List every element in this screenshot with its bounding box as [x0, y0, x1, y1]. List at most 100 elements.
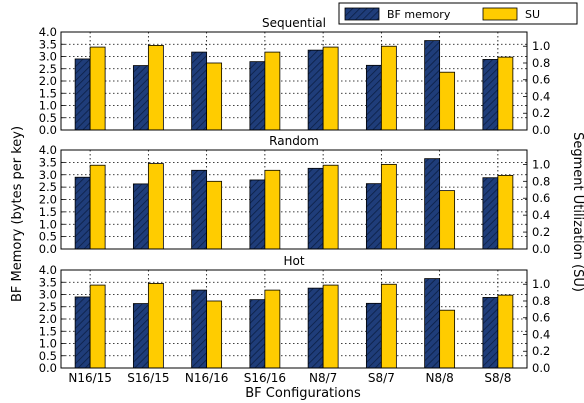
x-tick-labels: N16/15 S16/15 N16/16 S16/16 N8/7 S8/7 N8/8 S8/8 [68, 371, 511, 385]
bar-bf-memory [191, 169, 208, 250]
right-y-tick-label: 0.2 [532, 106, 550, 120]
left-y-tick-label: 1.0 [39, 217, 57, 231]
bar-su [147, 283, 164, 369]
bar-bf-memory [74, 58, 91, 131]
bar-su [206, 180, 223, 250]
bar-bf-memory [307, 287, 324, 369]
bar-bf-memory [365, 64, 382, 131]
bar-su [439, 309, 456, 369]
x-tick-label: S16/16 [244, 371, 286, 385]
bar-bf-memory [307, 167, 324, 250]
bar-su [264, 289, 281, 369]
left-y-axis-label: BF Memory (bytes per key) [10, 126, 25, 302]
bar-bf-memory [74, 176, 91, 250]
x-tick-label: S8/7 [368, 371, 395, 385]
bar-su [439, 190, 456, 250]
bar-su [380, 163, 397, 250]
right-y-tick-label: 0.8 [532, 294, 550, 308]
panel-frame [60, 31, 528, 131]
x-tick-label: N16/15 [68, 371, 112, 385]
x-tick-label: S8/8 [484, 371, 511, 385]
bar-bf-memory [482, 297, 499, 369]
bar-bf-memory [191, 289, 208, 369]
x-tick-label: N16/16 [185, 371, 229, 385]
bar-su [264, 169, 281, 250]
left-y-tick-label: 2.0 [39, 74, 57, 88]
bar-bf-memory [307, 49, 324, 131]
left-y-tick-label: 2.5 [39, 180, 57, 194]
left-y-tick-label: 0.0 [39, 123, 57, 137]
left-y-tick-label: 3.5 [39, 155, 57, 169]
right-y-tick-label: 1.0 [532, 39, 550, 53]
bar-su [322, 284, 339, 369]
x-tick-label: N8/8 [425, 371, 453, 385]
bar-bf-memory [132, 65, 149, 131]
bar-su [380, 45, 397, 131]
right-y-tick-label: 0.4 [532, 208, 550, 222]
panel-hot: Hot0.00.51.01.52.02.53.03.54.00.00.20.40… [39, 254, 551, 375]
bar-su [206, 62, 223, 131]
bar-bf-memory [365, 302, 382, 369]
bar-su [264, 51, 281, 131]
bar-bf-memory [424, 40, 441, 131]
bar-su [147, 163, 164, 250]
panel-title: Random [269, 134, 319, 148]
legend-label-su: SU [525, 8, 540, 21]
right-y-tick-label: 0.0 [532, 242, 550, 256]
right-y-tick-label: 0.0 [532, 361, 550, 375]
panel-title: Sequential [262, 16, 326, 30]
bar-bf-memory [249, 179, 266, 250]
bar-bf-memory [424, 158, 441, 250]
bar-su [147, 45, 164, 131]
left-y-tick-label: 2.5 [39, 300, 57, 314]
right-y-tick-label: 0.6 [532, 191, 550, 205]
right-y-axis-label: Segment Utilization (SU) [570, 132, 584, 292]
bar-su [206, 300, 223, 369]
left-y-tick-label: 1.5 [39, 205, 57, 219]
right-y-tick-label: 0.6 [532, 73, 550, 87]
left-y-tick-label: 1.5 [39, 86, 57, 100]
bar-bf-memory [74, 296, 91, 369]
left-y-tick-label: 1.0 [39, 99, 57, 113]
bar-bf-memory [365, 183, 382, 250]
left-y-tick-label: 1.5 [39, 324, 57, 338]
x-tick-label: S16/15 [127, 371, 169, 385]
panel-sequential: Sequential0.00.51.01.52.02.53.03.54.00.0… [39, 16, 551, 137]
right-y-tick-label: 0.4 [532, 89, 550, 103]
right-y-tick-label: 0.2 [532, 225, 550, 239]
legend-label-bf-memory: BF memory [387, 8, 451, 21]
left-y-tick-label: 4.0 [39, 263, 57, 277]
left-y-tick-label: 0.5 [39, 230, 57, 244]
legend: BF memory SU [338, 2, 578, 25]
right-y-tick-label: 0.8 [532, 56, 550, 70]
left-y-tick-label: 2.0 [39, 193, 57, 207]
left-y-tick-label: 3.5 [39, 37, 57, 51]
bar-su [322, 46, 339, 131]
chart-panels: Sequential0.00.51.01.52.02.53.03.54.00.0… [39, 16, 551, 375]
bar-su [497, 56, 514, 131]
right-y-tick-label: 0.8 [532, 174, 550, 188]
left-y-tick-label: 3.0 [39, 168, 57, 182]
left-y-tick-label: 3.0 [39, 288, 57, 302]
left-y-tick-label: 4.0 [39, 25, 57, 39]
left-y-tick-label: 2.0 [39, 312, 57, 326]
right-y-tick-label: 0.6 [532, 311, 550, 325]
right-y-tick-label: 1.0 [532, 277, 550, 291]
panel-title: Hot [283, 254, 304, 268]
legend-swatch-bf-memory [344, 7, 380, 21]
left-y-tick-label: 2.5 [39, 62, 57, 76]
legend-frame [338, 2, 578, 25]
right-y-tick-label: 0.2 [532, 344, 550, 358]
left-y-tick-label: 0.5 [39, 111, 57, 125]
left-y-tick-label: 0.0 [39, 242, 57, 256]
panel-frame [60, 149, 528, 250]
bar-bf-memory [249, 299, 266, 369]
bar-bf-memory [132, 183, 149, 250]
right-y-tick-label: 0.4 [532, 327, 550, 341]
left-y-tick-label: 1.0 [39, 337, 57, 351]
bar-su [439, 71, 456, 131]
bar-su [89, 164, 106, 250]
bar-su [380, 283, 397, 369]
x-tick-label: N8/7 [309, 371, 337, 385]
bar-su [89, 284, 106, 369]
